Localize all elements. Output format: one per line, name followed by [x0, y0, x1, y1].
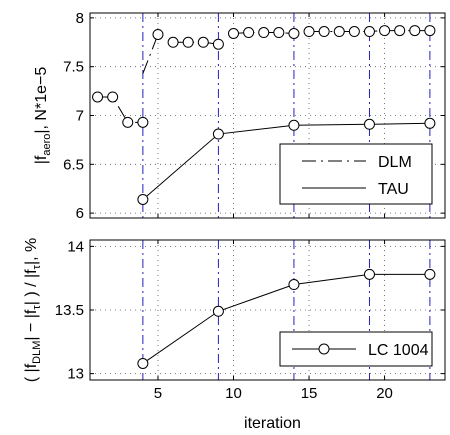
data-point	[288, 279, 300, 291]
y-tick-label: 7	[76, 108, 84, 125]
y-axis-label-part: ( |f	[23, 363, 40, 382]
data-point	[243, 27, 255, 39]
y-axis-label-subscript: DLM	[31, 341, 43, 364]
data-point	[92, 91, 104, 103]
data-point	[379, 25, 391, 37]
series-line-dlm	[97, 96, 143, 123]
data-point	[137, 193, 149, 205]
data-point	[288, 119, 300, 131]
y-axis-label-part: |, %	[23, 238, 40, 265]
series-line-dlm	[142, 34, 159, 74]
data-point	[107, 91, 119, 103]
data-point	[273, 27, 285, 39]
x-tick-label: 10	[225, 385, 242, 402]
legend-label: LC 1004	[368, 342, 429, 359]
y-tick-label: 14	[67, 238, 84, 255]
data-point	[167, 36, 179, 48]
y-tick-label: 8	[76, 10, 84, 27]
data-point	[212, 305, 224, 317]
y-axis-label-part: |f	[33, 155, 50, 164]
y-axis-label-subscript: aero	[41, 134, 53, 156]
legend-marker	[318, 343, 330, 355]
data-point	[288, 28, 300, 39]
data-point	[333, 26, 345, 38]
data-point	[318, 26, 330, 38]
y-tick-label: 6	[76, 205, 84, 222]
y-axis-label: |faero|, N*1e−5	[33, 67, 53, 165]
top-panel: 6 6.5 7 7.5 8 |faero|, N*1e−5 DLM TAU	[33, 10, 446, 222]
y-tick-label: 13.5	[55, 302, 84, 319]
data-point	[152, 28, 164, 40]
data-point	[122, 116, 134, 128]
y-tick-label: 13	[67, 366, 84, 383]
data-point	[228, 28, 240, 39]
y-axis-label-part: | ) / |f	[23, 269, 40, 305]
y-axis-label-part: | − |f	[23, 309, 40, 341]
data-point	[348, 26, 360, 38]
data-point	[363, 118, 375, 130]
y-axis-label: ( |fDLM| − |fτ| ) / |fτ|, %	[23, 238, 43, 382]
data-point	[394, 25, 406, 37]
x-tick-label: 15	[301, 385, 318, 402]
data-point	[212, 128, 224, 140]
y-tick-label: 6.5	[63, 156, 84, 173]
data-point	[409, 25, 421, 37]
data-point	[424, 117, 436, 129]
data-point	[182, 36, 194, 48]
x-axis-label: iteration	[244, 415, 301, 432]
data-point	[424, 268, 436, 280]
x-tick-label: 5	[154, 385, 162, 402]
data-point	[137, 116, 149, 128]
data-point	[137, 357, 149, 369]
y-axis-label-subscript: τ	[31, 305, 43, 310]
y-axis-label-subscript: τ	[31, 264, 43, 269]
data-point	[363, 26, 375, 38]
data-point	[212, 38, 224, 50]
data-point	[363, 268, 375, 280]
data-point	[197, 36, 209, 48]
x-tick-label: 20	[376, 385, 393, 402]
y-tick-label: 7.5	[63, 59, 84, 76]
data-point	[303, 26, 315, 38]
legend-label: TAU	[378, 181, 409, 198]
legend-label: DLM	[378, 154, 412, 171]
data-point	[424, 25, 436, 37]
series-line-dlm	[173, 41, 219, 45]
data-point	[258, 27, 270, 39]
legend-box	[279, 143, 433, 205]
y-axis-label-part: |, N*1e−5	[33, 67, 50, 134]
